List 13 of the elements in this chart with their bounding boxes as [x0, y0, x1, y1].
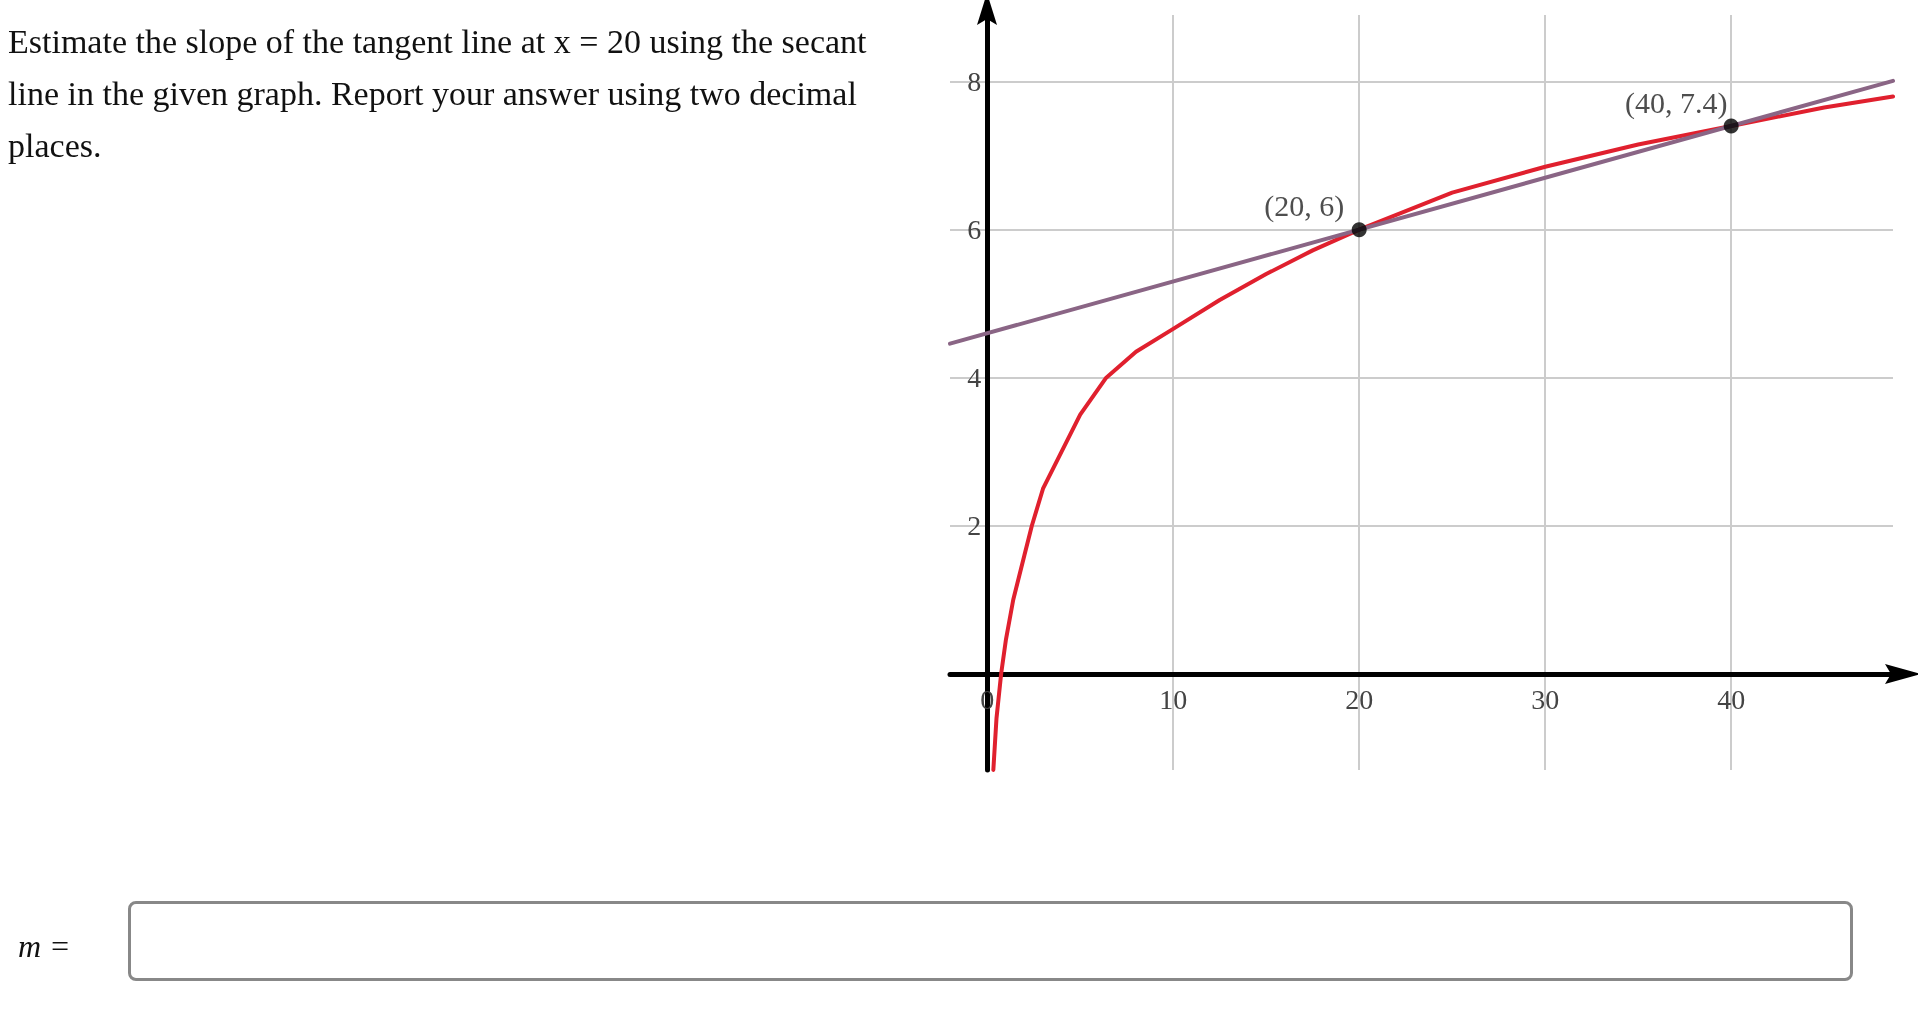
annotation: (40, 7.4) [1624, 85, 1728, 120]
y-tick-label: 2 [967, 510, 982, 542]
y-tick-label: 8 [967, 66, 982, 98]
line-series [991, 94, 1895, 772]
x-tick-label: 30 [1531, 684, 1560, 716]
x-tick-label: 20 [1345, 684, 1374, 716]
x-tick-label: 10 [1159, 684, 1188, 716]
y-tick-label: 6 [967, 214, 982, 246]
annotation: (20, 6) [1264, 189, 1345, 224]
text: m = [18, 928, 71, 965]
x-tick-label: 40 [1717, 684, 1746, 716]
text: Estimate the slope of the tangent line at x = 20 using the secant line in the given graph. Report your answer using two decimal places. [8, 22, 868, 166]
y-tick-label: 4 [967, 362, 982, 394]
